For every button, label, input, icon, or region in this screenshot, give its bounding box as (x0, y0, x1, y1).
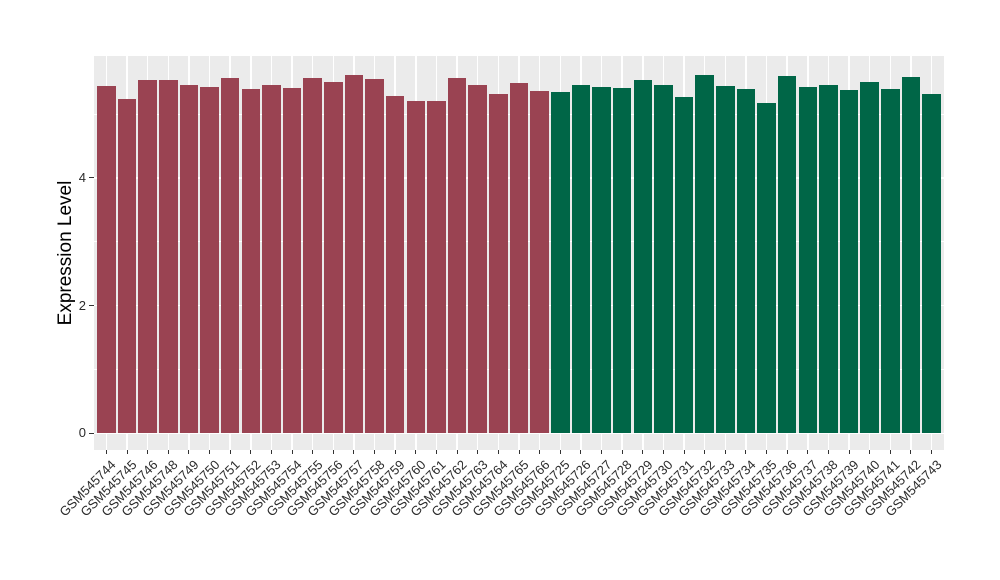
bar-GSM545740 (860, 82, 879, 434)
bar-GSM545730 (654, 85, 673, 434)
y-tick-label-4: 4 (78, 169, 86, 185)
x-tick-mark (539, 450, 541, 454)
x-tick-mark (910, 450, 912, 454)
bar-GSM545752 (241, 88, 261, 434)
bar-GSM545737 (798, 87, 818, 434)
x-tick-mark (147, 450, 149, 454)
x-tick-mark (250, 450, 252, 454)
x-tick-mark (353, 450, 355, 454)
bar-GSM545725 (550, 92, 570, 434)
x-tick-mark (415, 450, 417, 454)
bar-GSM545759 (385, 95, 405, 434)
x-tick-mark (580, 450, 582, 454)
x-tick-mark (291, 450, 293, 454)
bar-GSM545754 (282, 87, 302, 434)
x-tick-mark (869, 450, 871, 454)
x-tick-mark (786, 450, 788, 454)
x-tick-mark (827, 450, 829, 454)
x-tick-mark (188, 450, 190, 454)
y-tick-label-0: 0 (78, 425, 86, 441)
bar-GSM545744 (97, 86, 116, 434)
bar-GSM545749 (179, 84, 199, 434)
x-tick-mark (497, 450, 499, 454)
bar-GSM545748 (158, 79, 178, 434)
bar-GSM545762 (447, 77, 467, 434)
bar-GSM545739 (839, 90, 859, 434)
bar-GSM545750 (200, 87, 219, 434)
bar-GSM545726 (571, 85, 591, 434)
x-tick-mark (931, 450, 933, 454)
x-tick-mark (889, 450, 891, 454)
x-tick-mark (209, 450, 211, 454)
bar-GSM545732 (695, 75, 714, 434)
y-tick-label-2: 2 (78, 297, 86, 313)
plot-panel (94, 56, 944, 450)
y-tick-mark (89, 432, 94, 434)
x-tick-mark (559, 450, 561, 454)
bar-GSM545741 (881, 88, 900, 434)
x-tick-mark (312, 450, 314, 454)
bar-GSM545734 (736, 88, 756, 434)
bar-GSM545755 (303, 77, 322, 434)
y-tick-mark (89, 177, 94, 179)
bar-GSM545764 (489, 93, 508, 434)
bar-GSM545757 (344, 74, 364, 434)
bar-GSM545743 (922, 94, 941, 434)
bar-GSM545766 (530, 91, 549, 434)
bar-GSM545746 (138, 80, 157, 434)
x-tick-mark (126, 450, 128, 454)
bar-GSM545738 (819, 84, 838, 434)
bar-GSM545731 (674, 96, 694, 434)
x-tick-mark (229, 450, 231, 454)
x-tick-mark (621, 450, 623, 454)
bar-GSM545758 (365, 78, 384, 434)
x-tick-mark (270, 450, 272, 454)
bar-GSM545735 (757, 103, 776, 434)
bar-GSM545727 (592, 86, 611, 434)
bar-GSM545736 (777, 76, 797, 434)
bar-GSM545728 (612, 87, 632, 434)
bar-GSM545751 (220, 78, 240, 434)
x-tick-mark (456, 450, 458, 454)
bar-GSM545753 (262, 84, 281, 434)
x-tick-mark (683, 450, 685, 454)
bar-GSM545742 (901, 77, 921, 434)
x-tick-mark (745, 450, 747, 454)
x-tick-mark (435, 450, 437, 454)
bar-GSM545756 (324, 81, 343, 434)
bar-GSM545760 (406, 101, 426, 434)
bar-GSM545745 (117, 99, 137, 434)
x-tick-mark (704, 450, 706, 454)
x-tick-mark (807, 450, 809, 454)
x-tick-mark (766, 450, 768, 454)
x-tick-mark (848, 450, 850, 454)
x-tick-mark (394, 450, 396, 454)
bar-GSM545761 (427, 101, 446, 434)
x-tick-mark (601, 450, 603, 454)
x-tick-mark (332, 450, 334, 454)
x-tick-mark (105, 450, 107, 454)
bar-GSM545765 (509, 83, 529, 434)
bar-GSM545733 (716, 86, 735, 434)
bar-GSM545763 (468, 84, 488, 434)
y-tick-mark (89, 305, 94, 307)
x-tick-mark (167, 450, 169, 454)
x-tick-mark (518, 450, 520, 454)
x-tick-mark (374, 450, 376, 454)
x-tick-mark (662, 450, 664, 454)
x-tick-mark (642, 450, 644, 454)
bar-GSM545729 (633, 80, 653, 434)
x-tick-mark (477, 450, 479, 454)
x-tick-mark (724, 450, 726, 454)
